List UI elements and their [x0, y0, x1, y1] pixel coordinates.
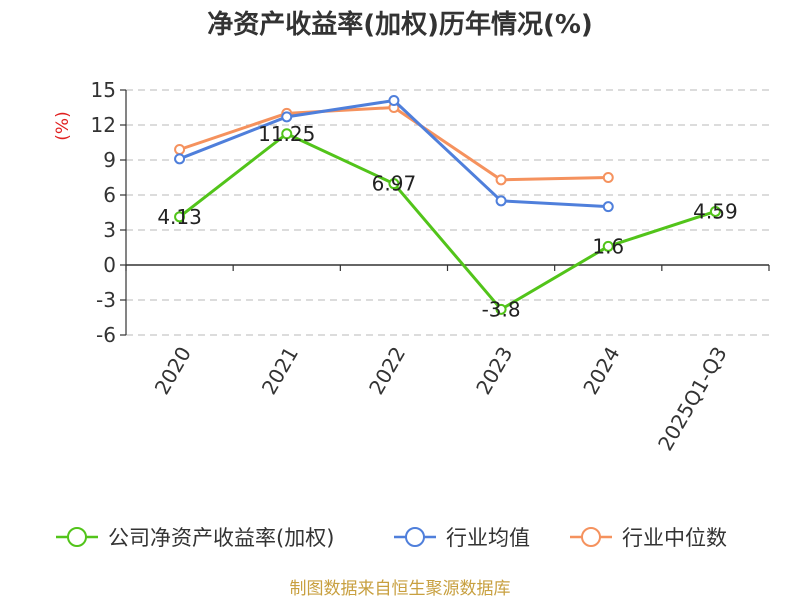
data-label: 1.6 — [592, 234, 624, 258]
y-tick-label: 9 — [103, 148, 116, 172]
data-point — [174, 144, 186, 155]
gridlines — [126, 89, 769, 336]
legend: 公司净资产收益率(加权) 行业均值 行业中位数 — [56, 526, 727, 550]
y-tick-label: -3 — [96, 288, 116, 312]
x-tick-label: 2025Q1-Q3 — [653, 343, 732, 455]
data-point — [495, 195, 507, 207]
series-line — [179, 106, 609, 182]
x-tick-label: 2024 — [578, 343, 624, 399]
source-note: 制图数据来自恒生聚源数据库 — [290, 579, 511, 599]
x-axis: 2020 2021 2022 2023 2024 2025Q1-Q3 — [125, 264, 770, 455]
data-point — [281, 111, 293, 123]
data-point — [602, 240, 614, 252]
data-point — [602, 201, 614, 213]
data-point — [495, 303, 507, 315]
y-axis-ticks: 15 12 9 6 3 0 -3 -6 — [91, 78, 127, 347]
y-axis-label: (%) — [53, 111, 73, 140]
data-point — [174, 153, 186, 165]
x-tick-label: 2023 — [471, 343, 517, 399]
x-tick-label: 2020 — [150, 343, 196, 399]
data-labels: 4.13 11.25 6.97 -3.8 1.6 4.59 — [157, 122, 737, 322]
data-point — [602, 172, 614, 183]
data-point — [709, 205, 721, 217]
chart-title: 净资产收益率(加权)历年情况(%) — [207, 9, 593, 40]
data-label: 4.13 — [157, 205, 202, 229]
legend-item: 公司净资产收益率(加权) — [56, 526, 334, 550]
legend-marker — [67, 527, 87, 547]
legend-item: 行业中位数 — [570, 526, 727, 550]
legend-marker — [581, 527, 601, 547]
y-tick-label: 6 — [103, 183, 116, 207]
y-tick-label: 15 — [91, 78, 116, 102]
y-tick-label: 3 — [103, 218, 116, 242]
data-label: 4.59 — [693, 199, 738, 223]
data-point — [388, 95, 400, 106]
data-label: -3.8 — [482, 297, 521, 321]
data-point — [281, 128, 293, 140]
data-point — [388, 178, 400, 190]
data-label: 6.97 — [372, 172, 417, 196]
data-point — [174, 211, 186, 223]
x-tick-label: 2022 — [364, 343, 410, 399]
x-tick-label: 2021 — [257, 343, 303, 399]
data-label: 11.25 — [258, 122, 315, 146]
y-tick-label: 12 — [91, 113, 116, 137]
legend-label: 公司净资产收益率(加权) — [108, 526, 334, 550]
y-tick-label: -6 — [96, 323, 116, 347]
legend-label: 行业中位数 — [622, 526, 727, 550]
legend-item: 行业均值 — [394, 526, 530, 550]
legend-label: 行业均值 — [446, 526, 530, 550]
y-tick-label: 0 — [103, 253, 116, 277]
series-lines — [174, 95, 721, 315]
series-line — [178, 132, 716, 311]
legend-marker — [405, 527, 425, 547]
data-point — [495, 174, 507, 186]
